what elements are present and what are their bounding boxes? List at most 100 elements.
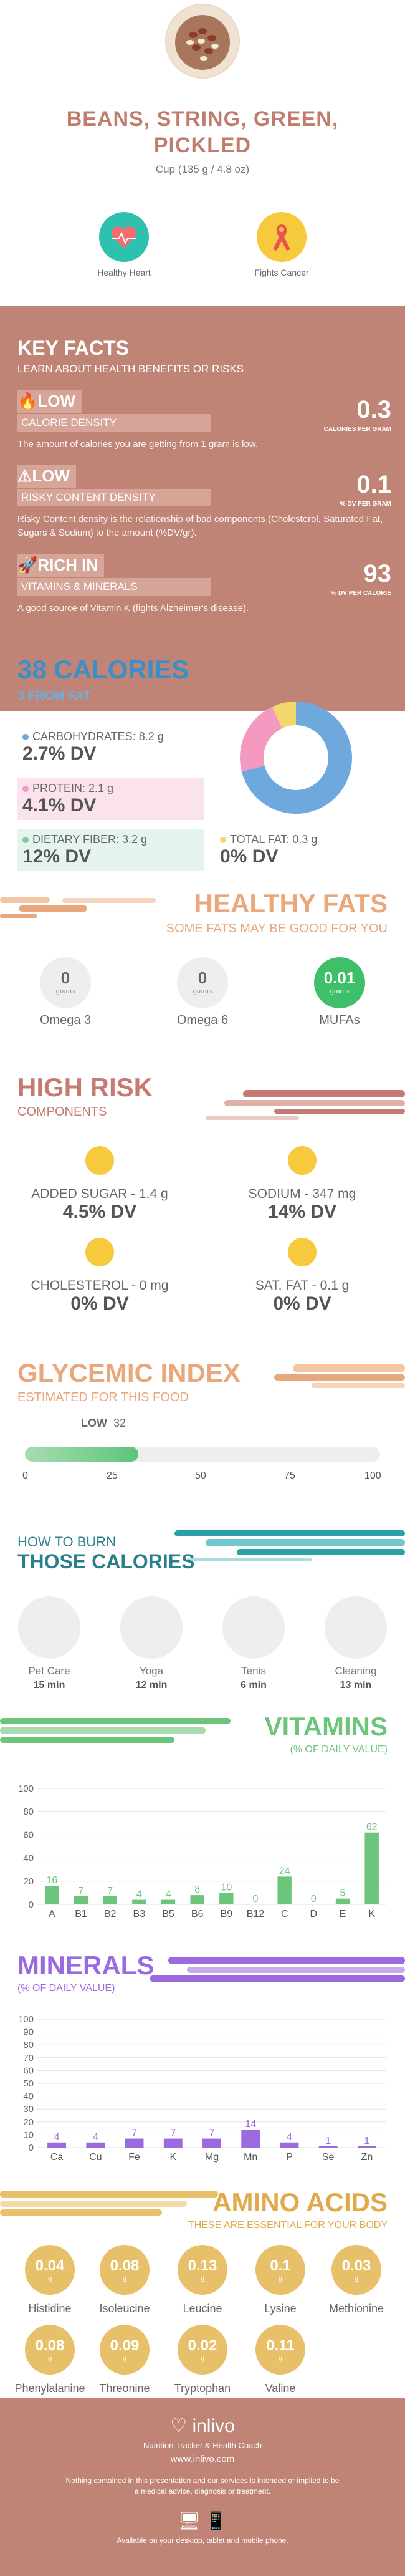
risk-dv: 4.5% DV <box>62 1202 137 1222</box>
x-tick-A: A <box>49 1909 55 1919</box>
y-tick-label: 90 <box>23 2027 34 2038</box>
x-tick-K: K <box>169 2152 176 2163</box>
amino-tryptophan: 0.02 g Tryptophan <box>165 2325 240 2395</box>
x-tick-Cu: Cu <box>89 2152 102 2163</box>
bar-value-B3: 4 <box>136 1889 142 1900</box>
amino-label: Threonine <box>99 2382 150 2395</box>
mufas-ball: 0.01 grams <box>314 957 365 1008</box>
amino-banner <box>0 2186 405 2220</box>
fact-description: The amount of calories you are getting f… <box>17 439 259 450</box>
omega6-ball: 0 grams <box>177 957 228 1008</box>
high-risk-subtitle: COMPONENTS <box>17 1105 107 1119</box>
bar-value-Cu: 4 <box>93 2132 98 2143</box>
nutrient-dv: 0% DV <box>220 846 279 867</box>
yoga-icon <box>120 1596 183 1659</box>
amino-phenylalanine: 0.08 g Phenylalanine <box>12 2325 87 2395</box>
devices-icon: 🖥 📱 <box>178 2511 227 2530</box>
healthy-fats-title: HEALTHY FATS <box>194 889 388 918</box>
y-tick-label: 20 <box>23 2117 34 2128</box>
tick-50: 50 <box>195 1470 206 1481</box>
activity-pet-care: Pet Care 15 min <box>15 1596 83 1691</box>
fact-unit: CALORIES PER GRAM <box>323 426 391 433</box>
amino-unit: g <box>278 2275 283 2282</box>
amino-value: 0.13 <box>188 2257 217 2274</box>
bar-value-Mn: 14 <box>245 2119 256 2130</box>
glycemic-level: LOW <box>81 1417 107 1429</box>
x-tick-Mg: Mg <box>205 2152 219 2163</box>
ribbon-icon <box>257 212 307 262</box>
amino-histidine: 0.04 g Histidine <box>12 2245 87 2315</box>
carbs-dot-icon <box>22 734 29 740</box>
fact-vitamins-minerals: 🚀RICH IN VITAMINS & MINERALS 93 % DV PER… <box>17 554 391 615</box>
smiley-icon <box>288 1238 317 1266</box>
serving-size: Cup (135 g / 4.8 oz) <box>155 163 250 175</box>
amino-label: Isoleucine <box>99 2302 150 2315</box>
amino-label: Histidine <box>28 2302 72 2315</box>
activity-name: Tenis <box>241 1665 266 1677</box>
bar-value-B9: 10 <box>221 1882 232 1893</box>
donut-slice-carbs <box>241 702 352 814</box>
minerals-title: MINERALS <box>17 1951 155 1980</box>
donut-slice-fat <box>272 702 296 728</box>
nutrient-dv: 12% DV <box>22 846 92 867</box>
risk-label: ADDED SUGAR - 1.4 g <box>31 1187 168 1201</box>
footer-url[interactable]: www.inlivo.com <box>170 2454 235 2464</box>
amino-value: 0.1 <box>270 2257 291 2274</box>
fact-level: LOW <box>32 466 70 485</box>
footer-available: Available on your desktop, tablet and mo… <box>117 2536 288 2545</box>
amino-threonine: 0.09 g Threonine <box>87 2325 162 2395</box>
x-tick-B1: B1 <box>75 1909 87 1919</box>
smiley-icon <box>288 1146 317 1175</box>
x-tick-Ca: Ca <box>50 2152 64 2163</box>
bar-K <box>163 2138 183 2148</box>
activity-name: Cleaning <box>335 1665 377 1677</box>
tick-25: 25 <box>107 1470 118 1481</box>
footer-brand[interactable]: ♡ inlivo <box>0 2415 405 2437</box>
fat-value: 0 <box>198 968 207 987</box>
heart-logo-icon: ♡ <box>170 2416 188 2436</box>
smiley-icon <box>85 1146 114 1175</box>
healthy-fats-subtitle: SOME FATS MAY BE GOOD FOR YOU <box>166 922 388 935</box>
fact-unit: % DV PER GRAM <box>340 501 391 508</box>
burn-title-1: HOW TO BURN <box>17 1534 117 1550</box>
bar-value-B1: 7 <box>79 1886 84 1896</box>
key-facts-title: KEY FACTS <box>17 337 129 359</box>
amino-value: 0.04 <box>35 2257 65 2274</box>
x-tick-B3: B3 <box>133 1909 146 1919</box>
footer-tagline: Nutrition Tracker & Health Coach <box>143 2441 262 2450</box>
x-tick-Mn: Mn <box>244 2152 257 2163</box>
amino-valine: 0.11 g Valine <box>243 2325 318 2395</box>
x-tick-C: C <box>281 1909 288 1919</box>
bar-Ca <box>47 2142 67 2148</box>
x-tick-B2: B2 <box>104 1909 117 1919</box>
nutrient-total-fat: TOTAL FAT: 0.3 g 0% DV <box>215 829 371 871</box>
amino-value: 0.11 <box>266 2337 295 2354</box>
flame-icon: 🔥 <box>17 392 38 410</box>
bar-value-K: 7 <box>170 2128 176 2139</box>
bar-value-Ca: 4 <box>54 2132 60 2143</box>
rocket-icon: 🚀 <box>17 556 38 574</box>
glycemic-value: 32 <box>113 1417 126 1429</box>
activity-time: 12 min <box>135 1680 168 1691</box>
fiber-dot-icon <box>22 837 29 843</box>
amino-unit: g <box>278 2355 283 2362</box>
warning-icon: ⚠ <box>17 466 32 485</box>
fact-value: 0.1 <box>356 471 391 498</box>
x-tick-K: K <box>368 1909 375 1919</box>
vitamins-bar-chart: 0 20 40 60 80 100 16 A 7 B1 7 B2 4 B3 4 B5 8 B6 10 B9 0 B12 24… <box>18 1783 386 1919</box>
tick-75: 75 <box>284 1470 295 1481</box>
glycemic-subtitle: ESTIMATED FOR THIS FOOD <box>17 1391 189 1404</box>
vitamins-banner <box>0 1712 405 1749</box>
fat-value: 0.01 <box>323 968 356 987</box>
glycemic-readout: LOW 32 <box>81 1417 126 1430</box>
x-tick-E: E <box>340 1909 346 1919</box>
high-risk-banner <box>0 1085 405 1122</box>
risk-cholesterol: CHOLESTEROL - 0 mg 0% DV <box>12 1278 187 1315</box>
risk-sodium: SODIUM - 347 mg 14% DV <box>215 1187 389 1223</box>
activity-name: Yoga <box>139 1665 164 1677</box>
omega3-ball: 0 grams <box>40 957 91 1008</box>
y-tick-label: 40 <box>23 1853 34 1864</box>
nutrient-label: CARBOHYDRATES: 8.2 g <box>32 730 164 743</box>
amino-label: Lysine <box>264 2302 297 2315</box>
fact-risky-content: ⚠LOW RISKY CONTENT DENSITY 0.1 % DV PER … <box>17 465 391 540</box>
